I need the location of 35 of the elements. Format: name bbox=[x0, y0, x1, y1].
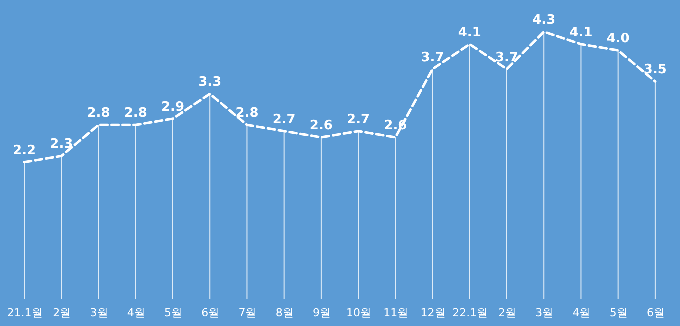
x-tick-label: 9월 bbox=[312, 306, 331, 320]
data-label: 2.8 bbox=[236, 106, 259, 122]
data-label: 3.7 bbox=[495, 50, 519, 66]
x-tick-label: 4월 bbox=[127, 306, 146, 320]
data-label: 4.3 bbox=[532, 13, 556, 28]
data-label: 2.9 bbox=[161, 100, 185, 115]
data-label: 3.5 bbox=[644, 62, 667, 78]
x-tick-label: 2월 bbox=[498, 306, 516, 320]
x-tick-label: 12월 bbox=[420, 306, 446, 320]
x-tick-label: 11월 bbox=[384, 306, 409, 320]
data-label: 2.8 bbox=[124, 106, 148, 122]
data-label: 2.3 bbox=[50, 137, 74, 152]
data-label: 2.7 bbox=[347, 112, 370, 128]
data-label: 2.2 bbox=[13, 143, 36, 158]
data-label: 4.0 bbox=[606, 32, 630, 47]
x-tick-label: 3월 bbox=[90, 306, 108, 320]
x-tick-label: 22.1월 bbox=[452, 306, 488, 320]
x-tick-label: 3월 bbox=[536, 306, 554, 320]
x-tick-label: 2월 bbox=[53, 306, 72, 320]
x-tick-label: 21.1월 bbox=[7, 306, 43, 320]
data-label: 4.1 bbox=[458, 25, 482, 40]
data-label: 3.3 bbox=[198, 75, 222, 90]
data-label: 3.7 bbox=[421, 50, 444, 66]
x-tick-label: 5월 bbox=[164, 306, 182, 320]
data-label: 2.7 bbox=[272, 112, 296, 128]
data-label: 2.6 bbox=[310, 118, 333, 134]
x-tick-label: 6월 bbox=[202, 306, 220, 320]
data-label: 4.1 bbox=[570, 25, 593, 40]
x-tick-label: 8월 bbox=[276, 306, 294, 320]
x-tick-label: 7월 bbox=[238, 306, 257, 320]
x-tick-label: 5월 bbox=[610, 306, 628, 320]
x-tick-label: 10월 bbox=[346, 306, 372, 320]
data-label: 2.8 bbox=[87, 106, 110, 122]
x-tick-label: 6월 bbox=[646, 306, 665, 320]
x-tick-label: 4월 bbox=[572, 306, 591, 320]
